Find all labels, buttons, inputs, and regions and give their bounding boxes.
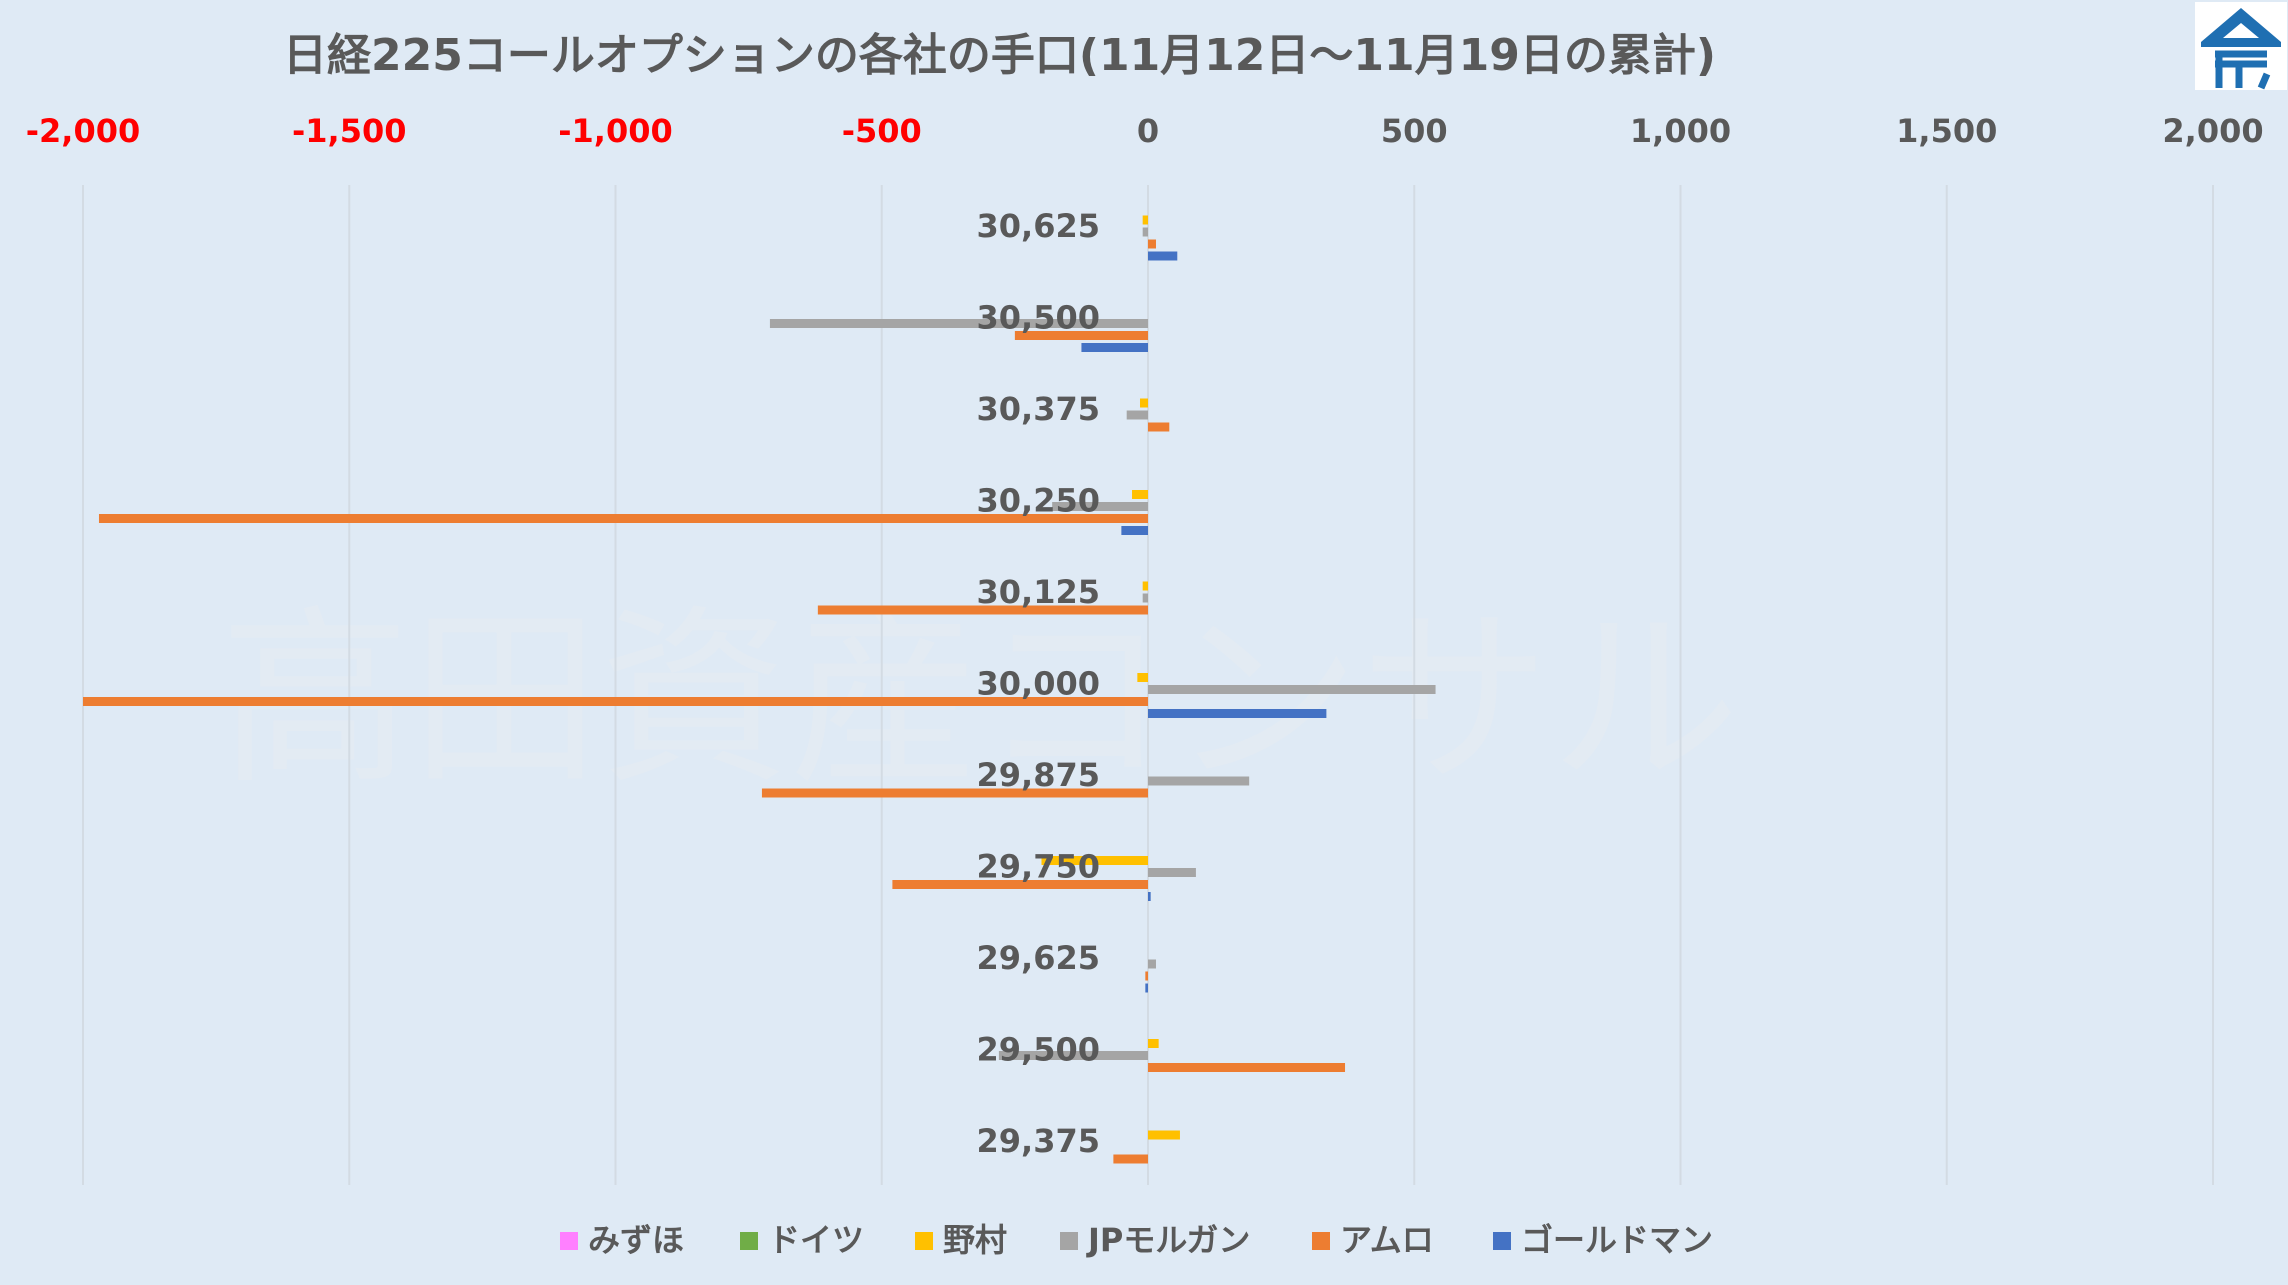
legend-label: アムロ [1340, 1221, 1434, 1259]
category-label: 29,875 [977, 756, 1100, 794]
legend-label: みずほ [588, 1221, 684, 1259]
bar [1052, 502, 1148, 511]
bar [1148, 1130, 1180, 1140]
bar [1142, 593, 1148, 603]
legend-swatch [740, 1232, 758, 1250]
x-axis-ticks: -2,000 -1,500 -1,000 -500 0 500 1,000 1,500 2,00… [26, 112, 2264, 150]
bar [817, 605, 1148, 615]
bar [1148, 892, 1151, 901]
bar [1041, 856, 1148, 865]
bar [1145, 983, 1148, 993]
x-tick-label: 1,000 [1630, 112, 1731, 150]
bar [1148, 1063, 1346, 1072]
company-logo [2195, 2, 2287, 90]
shrine-roof-logo-icon [2201, 8, 2281, 90]
legend-item: アムロ [1312, 1221, 1434, 1259]
bar [769, 319, 1148, 328]
x-tick-label: 500 [1381, 112, 1448, 150]
category-label: 29,500 [977, 1031, 1100, 1069]
bars [83, 215, 1436, 1164]
bar [1148, 239, 1156, 249]
bar [1142, 215, 1148, 225]
x-tick-label: -1,000 [558, 112, 673, 150]
legend-swatch [1312, 1232, 1330, 1250]
bar [998, 1051, 1148, 1060]
bar [1081, 343, 1148, 352]
bar [1148, 709, 1327, 718]
legend-swatch [1060, 1232, 1078, 1250]
bar [761, 788, 1148, 798]
legend-label: ゴールドマン [1521, 1221, 1713, 1259]
bar [1132, 490, 1148, 499]
bar [1121, 526, 1148, 535]
legend-swatch [1493, 1232, 1511, 1250]
bar [1148, 422, 1170, 432]
bar [1142, 227, 1148, 237]
bar [83, 697, 1148, 706]
bar [1145, 971, 1148, 981]
bar [892, 880, 1148, 889]
legend-label: ドイツ [768, 1221, 864, 1259]
bar [1014, 331, 1148, 340]
x-tick-label: 0 [1137, 112, 1159, 150]
bar [1113, 1154, 1148, 1164]
legend: みずほ ドイツ 野村 JPモルガン アムロ ゴールドマン [560, 1221, 1713, 1259]
chart-title: 日経225コールオプションの各社の手口(11月12日～11月19日の累計) [283, 30, 1716, 81]
x-tick-label: -500 [842, 112, 922, 150]
bar [1148, 251, 1178, 261]
x-tick-label: 2,000 [2162, 112, 2263, 150]
legend-label: 野村 [943, 1221, 1007, 1259]
legend-item: 野村 [915, 1221, 1007, 1259]
legend-item: JPモルガン [1060, 1221, 1250, 1259]
legend-item: ドイツ [740, 1221, 864, 1259]
bar [1148, 959, 1156, 969]
category-label: 30,625 [977, 207, 1100, 245]
category-label: 30,125 [977, 573, 1100, 611]
category-label: 30,250 [977, 482, 1100, 520]
bar [1148, 1039, 1159, 1048]
bar [1142, 581, 1148, 591]
legend-item: みずほ [560, 1221, 684, 1259]
category-label: 30,000 [977, 665, 1100, 703]
bar [1137, 673, 1148, 682]
legend-item: ゴールドマン [1493, 1221, 1713, 1259]
category-label: 30,375 [977, 390, 1100, 428]
category-labels: 30,625 30,500 30,375 30,250 30,125 30,000 29,8… [977, 207, 1100, 1160]
legend-swatch [560, 1232, 578, 1250]
bar [1140, 398, 1148, 408]
legend-label: JPモルガン [1086, 1221, 1250, 1259]
category-label: 29,375 [977, 1122, 1100, 1160]
x-tick-label: 1,500 [1896, 112, 1997, 150]
category-label: 29,750 [977, 848, 1100, 886]
bar [1148, 685, 1436, 694]
x-tick-label: -2,000 [26, 112, 141, 150]
category-label: 30,500 [977, 299, 1100, 337]
legend-swatch [915, 1232, 933, 1250]
bar [98, 514, 1149, 523]
bar [1148, 776, 1250, 786]
bar [1148, 868, 1196, 877]
x-tick-label: -1,500 [292, 112, 407, 150]
category-label: 29,625 [977, 939, 1100, 977]
bar [1126, 410, 1148, 420]
